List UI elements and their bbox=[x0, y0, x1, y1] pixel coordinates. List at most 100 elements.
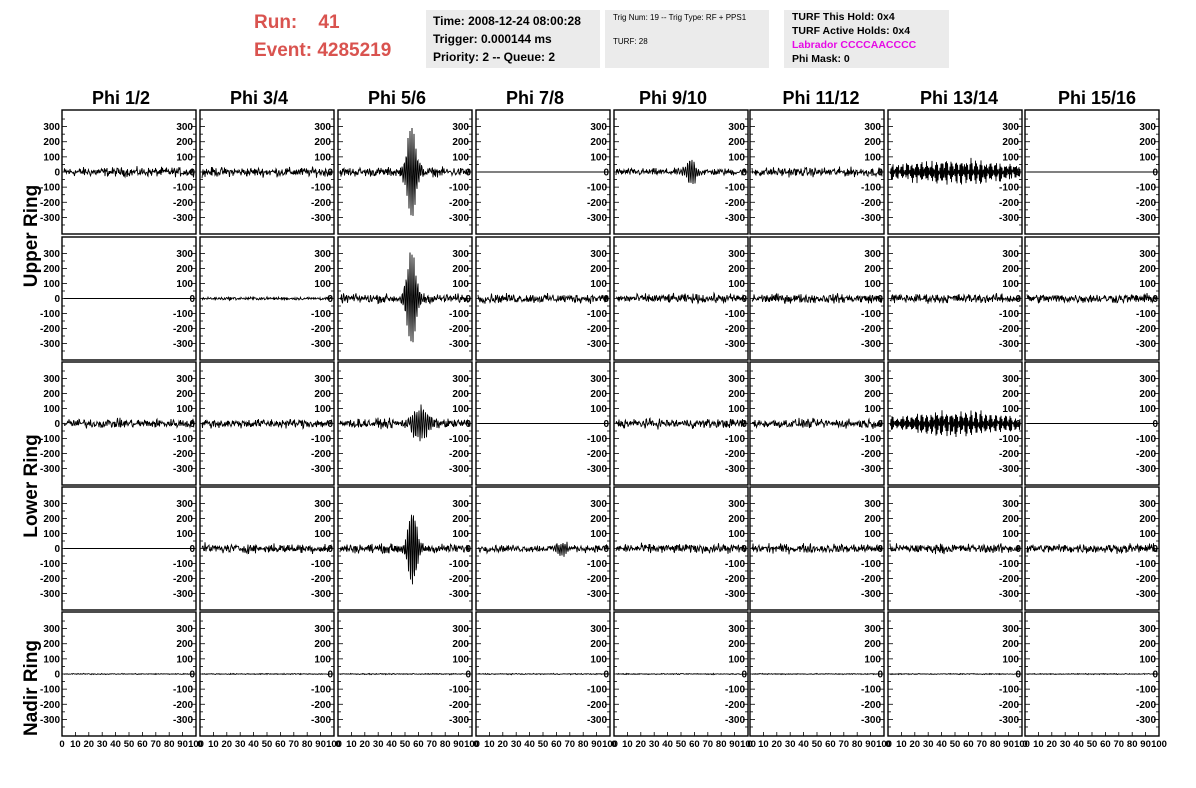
y-tick-label: -100 bbox=[725, 559, 745, 570]
y-tick-label: -200 bbox=[587, 574, 607, 585]
y-tick-label: -200 bbox=[725, 574, 745, 585]
y-tick-label: 100 bbox=[1139, 279, 1156, 290]
y-tick-label: 100 bbox=[176, 152, 193, 163]
y-tick-label: 200 bbox=[1002, 137, 1019, 148]
y-tick-label: -300 bbox=[311, 213, 331, 224]
x-tick-label: 20 bbox=[1047, 739, 1058, 750]
x-tick-label: 100 bbox=[740, 739, 756, 750]
trigger-info-panel: Trig Num: 19 -- Trig Type: RF + PPS1 TUR… bbox=[605, 10, 769, 68]
waveform-trace bbox=[889, 293, 1021, 304]
x-tick-label: 30 bbox=[649, 739, 660, 750]
y-tick-label: 100 bbox=[1002, 529, 1019, 540]
y-tick-label: 200 bbox=[590, 639, 607, 650]
x-tick-label: 100 bbox=[876, 739, 892, 750]
x-tick-label: 10 bbox=[70, 739, 81, 750]
y-tick-label: -200 bbox=[449, 324, 469, 335]
y-tick-label: -200 bbox=[173, 449, 193, 460]
y-tick-label: 300 bbox=[452, 374, 469, 385]
y-tick-label: 200 bbox=[43, 639, 60, 650]
x-tick-label: 80 bbox=[302, 739, 313, 750]
y-tick-label: 300 bbox=[590, 499, 607, 510]
y-tick-label: -200 bbox=[173, 324, 193, 335]
waveform-trace bbox=[339, 127, 471, 216]
x-tick-label: 30 bbox=[511, 739, 522, 750]
y-tick-label: 200 bbox=[864, 137, 881, 148]
y-tick-label: 300 bbox=[864, 122, 881, 133]
y-tick-label: 0 bbox=[1015, 670, 1021, 681]
y-tick-label: 300 bbox=[43, 624, 60, 635]
labrador-text: Labrador CCCCAACCCC bbox=[792, 39, 917, 51]
x-tick-label: 100 bbox=[1151, 739, 1167, 750]
y-tick-label: -300 bbox=[311, 339, 331, 350]
y-tick-label: 300 bbox=[176, 249, 193, 260]
x-tick-label: 50 bbox=[400, 739, 411, 750]
y-tick-label: -200 bbox=[449, 449, 469, 460]
x-tick-label: 0 bbox=[59, 739, 64, 750]
y-tick-label: -100 bbox=[311, 685, 331, 696]
y-tick-label: 300 bbox=[1002, 499, 1019, 510]
x-tick-label: 30 bbox=[923, 739, 934, 750]
x-tick-label: 20 bbox=[636, 739, 647, 750]
y-tick-label: 300 bbox=[728, 374, 745, 385]
y-tick-label: 100 bbox=[43, 404, 60, 415]
y-tick-label: 300 bbox=[590, 624, 607, 635]
y-tick-label: 200 bbox=[590, 389, 607, 400]
y-tick-label: -300 bbox=[587, 213, 607, 224]
y-tick-label: -300 bbox=[449, 464, 469, 475]
x-tick-label: 70 bbox=[839, 739, 850, 750]
y-tick-label: -200 bbox=[173, 574, 193, 585]
waveform-trace bbox=[889, 157, 1021, 185]
y-tick-label: 100 bbox=[1139, 152, 1156, 163]
y-tick-label: -300 bbox=[587, 589, 607, 600]
waveform-trace bbox=[201, 418, 333, 430]
y-tick-label: 300 bbox=[176, 624, 193, 635]
y-tick-label: -300 bbox=[449, 339, 469, 350]
x-tick-label: 40 bbox=[110, 739, 121, 750]
waveform-trace bbox=[751, 543, 883, 555]
y-tick-label: -300 bbox=[587, 715, 607, 726]
y-tick-label: 200 bbox=[314, 389, 331, 400]
x-tick-label: 0 bbox=[197, 739, 202, 750]
y-tick-label: 100 bbox=[314, 404, 331, 415]
x-tick-label: 50 bbox=[262, 739, 273, 750]
y-tick-label: 300 bbox=[43, 499, 60, 510]
y-tick-label: 300 bbox=[1002, 374, 1019, 385]
y-tick-label: 100 bbox=[176, 404, 193, 415]
x-tick-label: 20 bbox=[498, 739, 509, 750]
y-tick-label: -200 bbox=[173, 198, 193, 209]
y-tick-label: -200 bbox=[311, 449, 331, 460]
x-tick-label: 50 bbox=[950, 739, 961, 750]
y-tick-label: -200 bbox=[587, 700, 607, 711]
y-tick-label: -200 bbox=[999, 324, 1019, 335]
y-tick-label: 200 bbox=[314, 639, 331, 650]
y-tick-label: 0 bbox=[54, 670, 60, 681]
y-tick-label: -300 bbox=[999, 464, 1019, 475]
x-tick-label: 100 bbox=[188, 739, 204, 750]
y-tick-label: -300 bbox=[725, 715, 745, 726]
x-tick-label: 60 bbox=[137, 739, 148, 750]
y-tick-label: 200 bbox=[43, 514, 60, 525]
y-tick-label: 200 bbox=[176, 389, 193, 400]
y-tick-label: 300 bbox=[314, 624, 331, 635]
y-tick-label: -300 bbox=[725, 589, 745, 600]
waveform-trace bbox=[201, 672, 333, 676]
y-tick-label: -100 bbox=[311, 183, 331, 194]
y-tick-label: 300 bbox=[1139, 374, 1156, 385]
y-tick-label: 100 bbox=[452, 529, 469, 540]
y-tick-label: 300 bbox=[1139, 122, 1156, 133]
x-tick-label: 80 bbox=[440, 739, 451, 750]
y-tick-label: -300 bbox=[587, 464, 607, 475]
waveform-trace bbox=[616, 672, 747, 676]
y-tick-label: 100 bbox=[864, 404, 881, 415]
y-tick-label: 0 bbox=[603, 670, 609, 681]
y-tick-label: -200 bbox=[999, 449, 1019, 460]
x-tick-label: 0 bbox=[473, 739, 478, 750]
y-tick-label: 100 bbox=[452, 654, 469, 665]
y-tick-label: 200 bbox=[1002, 514, 1019, 525]
y-tick-label: -200 bbox=[587, 324, 607, 335]
y-tick-label: -300 bbox=[449, 589, 469, 600]
x-tick-label: 90 bbox=[453, 739, 464, 750]
event-number: Event: 4285219 bbox=[254, 40, 392, 61]
y-tick-label: 300 bbox=[43, 122, 60, 133]
y-tick-label: -200 bbox=[1136, 574, 1156, 585]
